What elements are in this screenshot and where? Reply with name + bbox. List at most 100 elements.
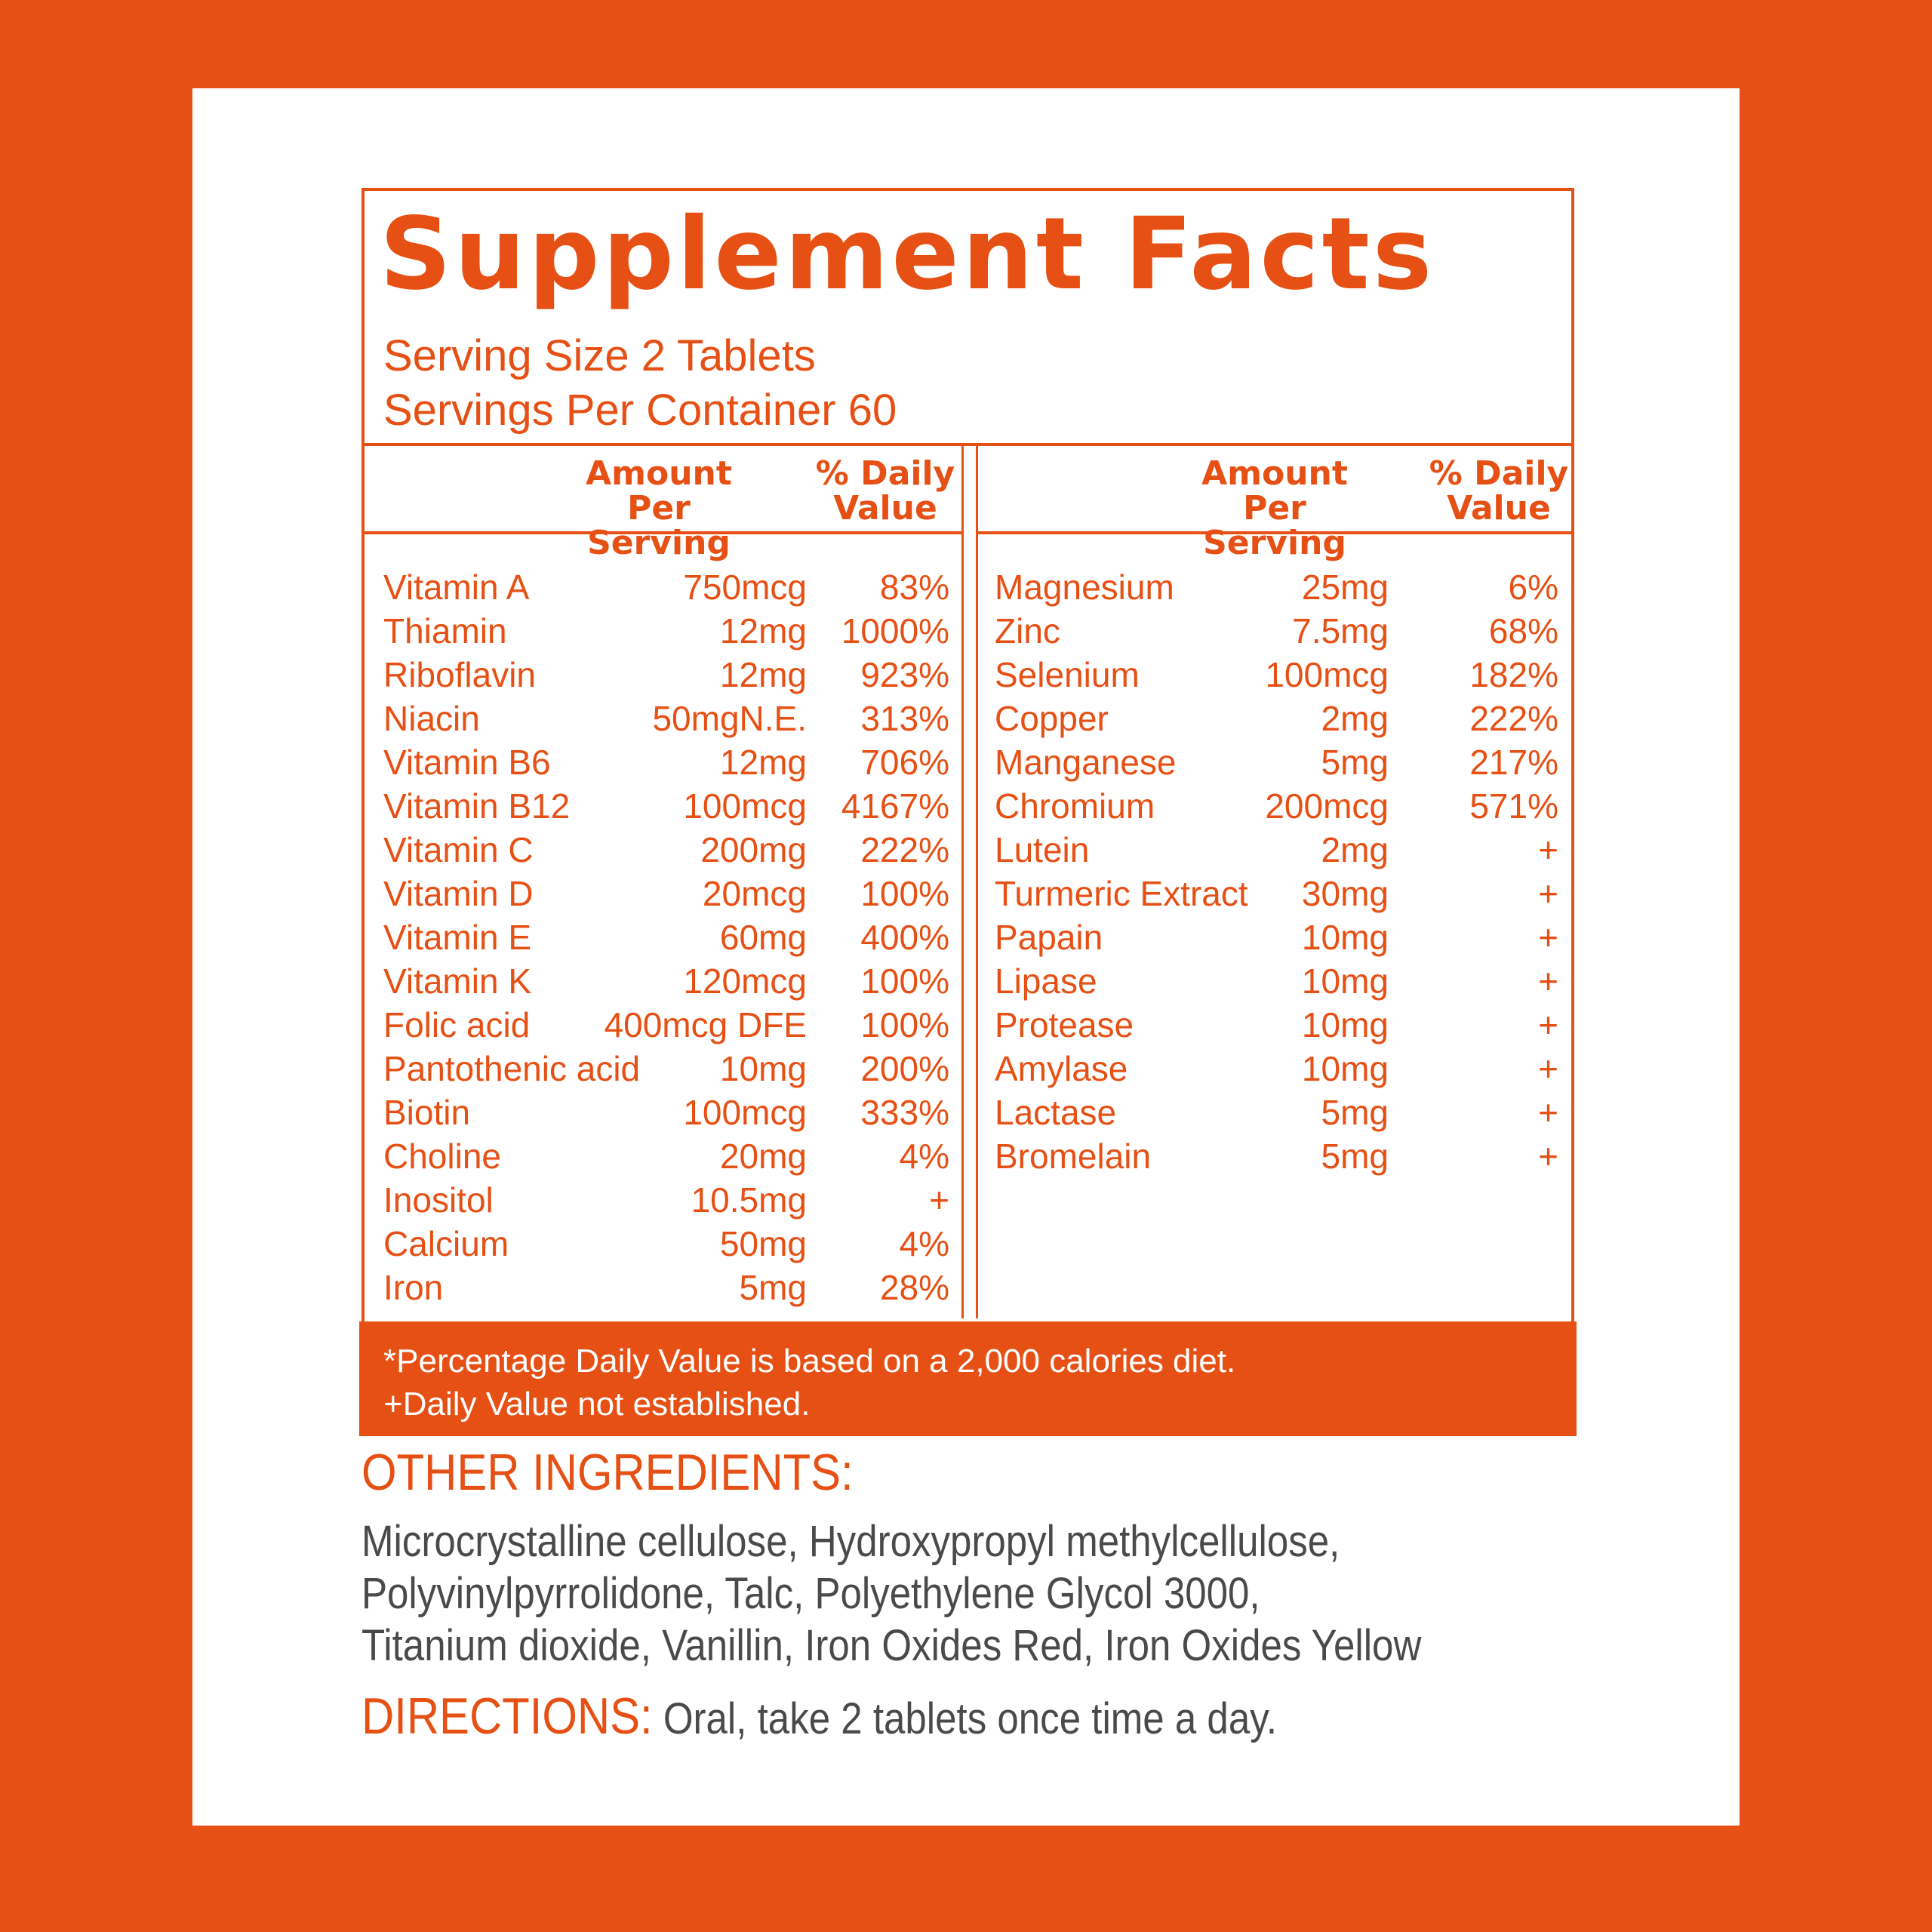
nutrient-row: Turmeric Extract 30mg + — [978, 872, 1571, 915]
nutrient-column-left: Amount Per Serving % Daily Value Vitamin… — [365, 446, 964, 1318]
nutrient-amount: 10mg — [1301, 1005, 1389, 1044]
nutrient-amount: 10mg — [1301, 961, 1389, 1001]
nutrient-daily-value: 28% — [879, 1268, 949, 1307]
nutrient-daily-value: + — [1538, 961, 1558, 1001]
column-header-right: Amount Per Serving % Daily Value — [978, 446, 1571, 561]
nutrient-name: Copper — [995, 699, 1109, 738]
nutrient-daily-value: 571% — [1469, 786, 1558, 826]
nutrient-name: Riboflavin — [383, 655, 536, 694]
ingredients-line: Titanium dioxide, Vanillin, Iron Oxides … — [361, 1621, 1422, 1670]
nutrient-amount: 12mg — [719, 611, 807, 651]
directions-heading: DIRECTIONS: — [361, 1687, 653, 1745]
nutrient-row: Lactase 5mg + — [978, 1091, 1571, 1134]
nutrient-row: Biotin 100mcg 333% — [365, 1091, 961, 1134]
nutrient-name: Inositol — [383, 1180, 494, 1220]
directions: DIRECTIONS: Oral, take 2 tablets once ti… — [361, 1687, 1277, 1746]
nutrient-name: Chromium — [995, 786, 1155, 826]
label-card: Supplement Facts Serving Size 2 Tablets … — [192, 88, 1740, 1826]
nutrient-name: Calcium — [383, 1224, 509, 1263]
nutrient-name: Lutein — [995, 830, 1090, 869]
footnote-daily-value: *Percentage Daily Value is based on a 2,… — [383, 1343, 1236, 1380]
nutrient-daily-value: + — [1538, 1093, 1558, 1132]
nutrient-amount: 200mg — [700, 830, 807, 869]
column-header-left: Amount Per Serving % Daily Value — [365, 446, 961, 561]
nutrient-row: Choline 20mg 4% — [365, 1134, 961, 1178]
facts-title: Supplement Facts — [380, 196, 1435, 312]
nutrient-row: Vitamin A 750mcg 83% — [365, 565, 961, 609]
serving-size: Serving Size 2 Tablets — [383, 331, 816, 380]
nutrient-row: Vitamin D 20mcg 100% — [365, 872, 961, 915]
footnote-banner: *Percentage Daily Value is based on a 2,… — [359, 1321, 1577, 1436]
nutrient-amount: 2mg — [1321, 830, 1389, 869]
nutrient-list-left: Vitamin A 750mcg 83% Thiamin 12mg 1000% Ribofl… — [365, 565, 961, 1309]
ingredients-line: Polyvinylpyrrolidone, Talc, Polyethylene… — [361, 1569, 1260, 1618]
nutrient-amount: 60mg — [719, 918, 807, 957]
nutrient-row: Lipase 10mg + — [978, 959, 1571, 1003]
nutrient-row: Magnesium 25mg 6% — [978, 565, 1571, 609]
nutrient-name: Selenium — [995, 655, 1140, 694]
nutrient-row: Niacin 50mgN.E. 313% — [365, 697, 961, 740]
nutrient-daily-value: 6% — [1508, 568, 1558, 607]
nutrient-daily-value: 100% — [860, 874, 949, 913]
nutrient-daily-value: 83% — [879, 568, 949, 607]
nutrient-row: Thiamin 12mg 1000% — [365, 609, 961, 653]
nutrient-name: Vitamin B12 — [383, 786, 571, 826]
nutrient-amount: 5mg — [1321, 1093, 1389, 1132]
nutrient-daily-value: 222% — [860, 830, 949, 869]
nutrient-name: Manganese — [995, 743, 1177, 782]
nutrient-row: Iron 5mg 28% — [365, 1266, 961, 1309]
nutrient-daily-value: 923% — [860, 655, 949, 694]
nutrient-row: Vitamin E 60mg 400% — [365, 915, 961, 959]
nutrient-amount: 2mg — [1321, 699, 1389, 738]
nutrient-daily-value: + — [1538, 830, 1558, 869]
nutrient-name: Pantothenic acid — [383, 1049, 641, 1088]
nutrient-daily-value: 100% — [860, 961, 949, 1001]
nutrient-amount: 50mgN.E. — [652, 699, 807, 738]
nutrient-amount: 5mg — [1321, 1137, 1389, 1176]
nutrient-row: Vitamin K 120mcg 100% — [365, 959, 961, 1003]
nutrient-name: Biotin — [383, 1093, 471, 1132]
nutrient-name: Protease — [995, 1005, 1134, 1044]
nutrient-row: Pantothenic acid 10mg 200% — [365, 1047, 961, 1091]
nutrient-name: Thiamin — [383, 611, 507, 651]
nutrient-amount: 12mg — [719, 743, 807, 782]
nutrient-row: Chromium 200mcg 571% — [978, 784, 1571, 828]
nutrient-row: Copper 2mg 222% — [978, 697, 1571, 740]
supplement-facts-panel: Supplement Facts Serving Size 2 Tablets … — [361, 188, 1574, 1331]
nutrient-amount: 100mcg — [1265, 655, 1389, 694]
nutrient-name: Turmeric Extract — [995, 874, 1248, 913]
nutrient-amount: 100mcg — [683, 786, 807, 826]
nutrient-name: Vitamin D — [383, 874, 534, 913]
nutrient-amount: 50mg — [719, 1224, 807, 1263]
nutrient-daily-value: 100% — [860, 1005, 949, 1044]
nutrient-daily-value: 200% — [860, 1049, 949, 1088]
nutrient-row: Vitamin B12 100mcg 4167% — [365, 784, 961, 828]
nutrient-amount: 25mg — [1301, 568, 1389, 607]
nutrient-name: Vitamin A — [383, 568, 530, 607]
nutrient-daily-value: 333% — [860, 1093, 949, 1132]
nutrient-amount: 5mg — [1321, 743, 1389, 782]
servings-per-container: Servings Per Container 60 — [383, 386, 897, 435]
nutrient-amount: 120mcg — [683, 961, 807, 1001]
nutrient-name: Vitamin K — [383, 961, 532, 1001]
amount-per-serving-header: Amount Per Serving — [1201, 454, 1348, 562]
nutrient-amount: 20mcg — [702, 874, 807, 913]
nutrient-daily-value: 706% — [860, 743, 949, 782]
nutrient-row: Zinc 7.5mg 68% — [978, 609, 1571, 653]
nutrient-amount: 10.5mg — [691, 1180, 807, 1220]
nutrient-amount: 30mg — [1301, 874, 1389, 913]
amount-per-serving-header: Amount Per Serving — [586, 454, 732, 562]
nutrient-daily-value: + — [1538, 1005, 1558, 1044]
nutrient-amount: 12mg — [719, 655, 807, 694]
nutrient-list-right: Magnesium 25mg 6% Zinc 7.5mg 68% Selenium 100mc… — [978, 565, 1571, 1178]
nutrient-daily-value: + — [1538, 1137, 1558, 1176]
nutrient-amount: 10mg — [719, 1049, 807, 1088]
nutrient-name: Iron — [383, 1268, 444, 1307]
nutrient-daily-value: 182% — [1469, 655, 1558, 694]
nutrient-row: Calcium 50mg 4% — [365, 1222, 961, 1266]
nutrient-daily-value: 4% — [899, 1137, 949, 1176]
nutrient-daily-value: 313% — [860, 699, 949, 738]
nutrient-daily-value: 222% — [1469, 699, 1558, 738]
nutrient-row: Papain 10mg + — [978, 915, 1571, 959]
nutrient-daily-value: 1000% — [841, 611, 949, 651]
